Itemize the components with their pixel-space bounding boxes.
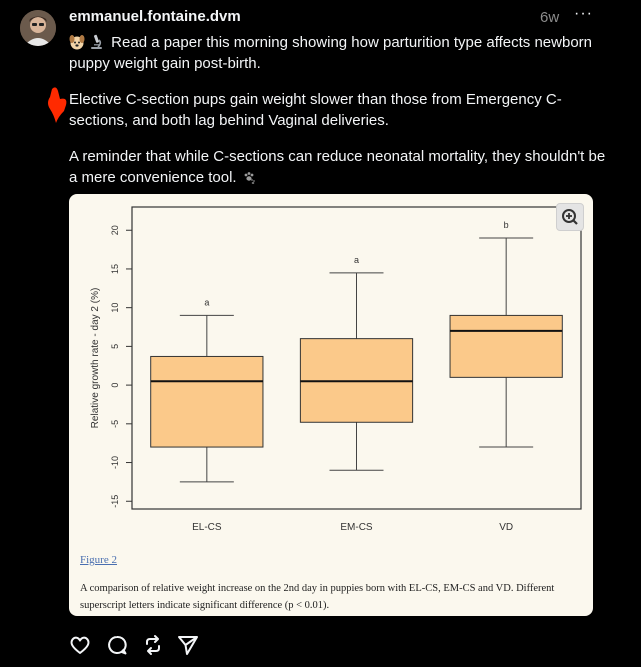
y-tick-label: -5 [110, 420, 120, 428]
post-paragraph-3: A reminder that while C-sections can red… [69, 146, 609, 188]
box-plot: -15 -10 -5 0 5 10 15 20 Relative growth rate - d… [90, 206, 582, 533]
y-tick-label: 0 [110, 383, 120, 388]
box-iqr [449, 314, 563, 378]
y-tick-label: 20 [110, 225, 120, 235]
figure-link[interactable]: Figure 2 [80, 554, 117, 566]
x-tick-label: VD [499, 522, 513, 533]
share-send-icon[interactable] [177, 634, 199, 656]
significance-letter: a [354, 255, 359, 265]
like-heart-icon[interactable] [69, 634, 91, 656]
plot-frame [131, 206, 582, 510]
figure-card[interactable]: -15 -10 -5 0 5 10 15 20 Relative growth rate - d… [69, 194, 593, 616]
figure-caption: A comparison of relative weight increase… [80, 583, 555, 611]
username[interactable]: emmanuel.fontaine.dvm [69, 8, 241, 25]
post-paragraph-1-text: Read a paper this morning showing how pa… [69, 34, 593, 72]
post-paragraph-3-text: A reminder that while C-sections can red… [69, 148, 606, 186]
zoom-button[interactable] [556, 203, 584, 231]
y-tick-label: 10 [110, 303, 120, 313]
paw-prints-icon [244, 172, 255, 184]
box-iqr [150, 355, 264, 448]
y-tick-label: 5 [110, 344, 120, 349]
microscope-icon [91, 34, 102, 49]
post-timestamp: 6w [540, 9, 560, 26]
x-tick-label: EM-CS [340, 522, 373, 533]
comment-bubble-icon[interactable] [106, 634, 128, 656]
red-pointer-icon [48, 87, 67, 123]
y-tick-label: 15 [110, 264, 120, 274]
y-tick-label: -10 [110, 456, 120, 469]
avatar-image [20, 10, 56, 46]
x-tick-label: EL-CS [192, 522, 222, 533]
post-paragraph-2: Elective C-section pups gain weight slow… [69, 91, 562, 129]
dog-face-icon [69, 35, 85, 50]
zoom-in-icon [562, 209, 578, 225]
post-paragraph-1: Read a paper this morning showing how pa… [69, 32, 609, 74]
repost-icon[interactable] [142, 634, 164, 656]
avatar[interactable] [20, 10, 56, 46]
significance-letter: a [204, 297, 209, 307]
significance-letter: b [504, 220, 509, 230]
y-tick-label: -15 [110, 495, 120, 508]
more-options-icon[interactable]: ··· [574, 5, 593, 22]
y-axis-label: Relative growth rate - day 2 (%) [90, 288, 101, 429]
